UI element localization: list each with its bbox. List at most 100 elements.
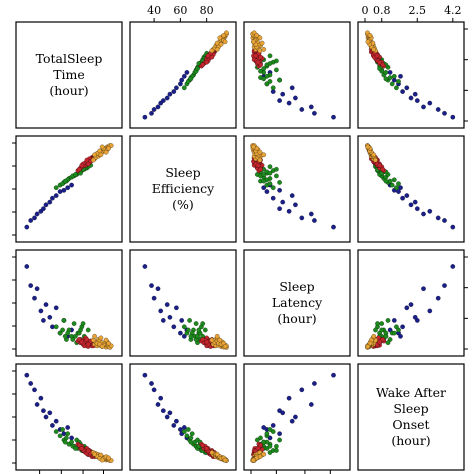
- diagonal-label-panel-tst: TotalSleep Time (hour): [15, 21, 123, 129]
- scatter-panel-tst-vs-se: [129, 21, 237, 129]
- data-point-group-1: [69, 182, 74, 188]
- data-point-group-1: [414, 98, 420, 103]
- data-point-group-2: [200, 321, 206, 326]
- data-point-group-3: [200, 62, 206, 68]
- data-point-group-4: [365, 39, 371, 45]
- data-point-group-1: [181, 333, 187, 339]
- panel-frame: [15, 363, 123, 471]
- data-point-group-2: [264, 81, 270, 87]
- data-point-group-2: [62, 439, 68, 445]
- data-point-group-1: [38, 308, 44, 314]
- data-point-group-2: [389, 182, 395, 188]
- data-point-group-1: [435, 295, 441, 301]
- data-point-group-3: [76, 442, 82, 448]
- data-point-group-2: [396, 79, 401, 84]
- data-point-group-4: [214, 333, 220, 339]
- data-point-group-1: [261, 185, 267, 191]
- data-point-group-2: [274, 166, 279, 172]
- data-point-group-1: [155, 402, 161, 407]
- data-point-group-2: [375, 321, 380, 326]
- data-point-group-2: [270, 185, 276, 191]
- data-point-group-4: [222, 344, 228, 349]
- data-point-group-2: [185, 327, 191, 333]
- data-point-group-4: [92, 451, 97, 457]
- panel-frame: [15, 21, 123, 129]
- data-point-group-1: [69, 435, 74, 441]
- variable-label-line: (%): [172, 197, 194, 212]
- panel-frame: [243, 135, 351, 243]
- scatter-panel-waso-vs-tst: [15, 363, 123, 471]
- data-point-group-1: [28, 381, 34, 386]
- data-point-group-1: [164, 302, 170, 307]
- data-point-group-2: [261, 178, 267, 184]
- data-point-group-1: [167, 410, 173, 416]
- data-point-group-1: [142, 372, 148, 378]
- data-point-group-2: [65, 330, 71, 336]
- data-point-group-1: [427, 308, 433, 314]
- data-point-group-3: [205, 53, 211, 59]
- variable-label-line: (hour): [277, 311, 316, 326]
- data-point-group-1: [160, 408, 166, 414]
- data-point-group-2: [73, 333, 78, 339]
- top-tick-label: 4.2: [444, 4, 462, 17]
- variable-label-line: Sleep: [393, 401, 428, 416]
- data-point-group-2: [188, 333, 194, 339]
- data-point-group-1: [408, 95, 414, 101]
- data-point-group-1: [151, 387, 157, 393]
- data-point-group-1: [442, 283, 447, 288]
- data-point-group-1: [312, 110, 317, 116]
- data-point-group-1: [277, 98, 282, 103]
- data-point-group-1: [299, 107, 305, 112]
- data-point-group-1: [28, 283, 34, 288]
- scatter-panel-se-vs-tst: [15, 135, 123, 243]
- data-point-group-3: [85, 161, 91, 167]
- data-point-group-4: [259, 40, 265, 46]
- data-point-group-4: [371, 47, 377, 52]
- data-point-group-2: [254, 437, 260, 443]
- data-point-group-2: [73, 446, 78, 451]
- data-point-group-2: [187, 318, 192, 323]
- scatter-panel-waso-vs-se: [129, 363, 237, 471]
- data-point-group-1: [404, 305, 410, 311]
- data-point-group-4: [254, 455, 260, 461]
- data-point-group-4: [106, 340, 111, 346]
- data-point-group-2: [70, 337, 76, 342]
- data-point-group-3: [85, 341, 91, 347]
- data-point-group-2: [267, 450, 273, 455]
- panel-frame: [357, 363, 465, 471]
- data-point-group-1: [331, 372, 336, 378]
- data-point-group-1: [398, 73, 403, 79]
- panel-frame: [129, 21, 237, 129]
- data-point-group-2: [385, 340, 391, 346]
- data-point-group-1: [398, 333, 403, 339]
- data-point-group-1: [308, 104, 314, 110]
- data-point-group-2: [383, 70, 389, 75]
- data-point-group-3: [377, 59, 382, 65]
- data-point-group-1: [179, 77, 185, 83]
- data-point-group-2: [274, 58, 279, 64]
- data-point-group-3: [79, 446, 85, 451]
- data-point-group-1: [293, 414, 298, 420]
- data-point-group-2: [387, 75, 393, 80]
- data-point-group-3: [380, 337, 386, 342]
- data-point-group-1: [450, 114, 456, 120]
- data-point-group-2: [383, 333, 389, 339]
- data-point-group-2: [193, 321, 199, 326]
- data-point-group-2: [377, 66, 382, 71]
- data-point-group-2: [188, 439, 194, 445]
- data-point-group-1: [435, 215, 441, 221]
- data-point-group-3: [85, 448, 91, 454]
- data-point-group-1: [149, 110, 154, 116]
- data-point-group-4: [218, 41, 224, 47]
- data-point-group-1: [65, 425, 71, 430]
- data-point-group-1: [391, 318, 397, 323]
- data-point-group-2: [387, 178, 393, 184]
- data-point-group-1: [38, 395, 44, 401]
- data-point-group-1: [312, 218, 317, 223]
- data-point-group-2: [80, 321, 86, 326]
- data-point-group-4: [106, 455, 111, 461]
- data-point-group-4: [209, 450, 215, 455]
- data-point-group-2: [391, 330, 397, 336]
